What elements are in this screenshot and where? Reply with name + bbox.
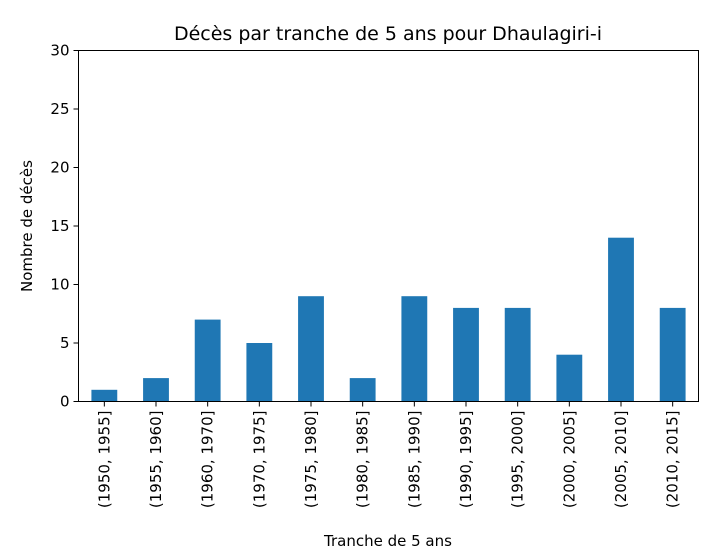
bar — [659, 307, 686, 402]
bars-group — [91, 237, 686, 402]
x-tick-label: (2010, 2015] — [664, 411, 682, 509]
bar — [298, 296, 324, 402]
y-tick-label: 30 — [50, 42, 69, 60]
x-ticks-group: (1950, 1955] (1955, 1960] (1960, 1970] (197… — [95, 401, 682, 509]
y-tick-label: 0 — [60, 393, 70, 411]
x-tick-label: (1985, 1990] — [405, 411, 423, 509]
y-tick-label: 25 — [50, 100, 69, 118]
x-tick-label: (1980, 1985] — [354, 411, 372, 509]
bar — [91, 389, 118, 402]
plot-frame — [78, 50, 699, 402]
bar — [349, 378, 376, 402]
x-axis-label: Tranche de 5 ans — [323, 532, 452, 550]
bar — [143, 378, 169, 402]
x-tick-label: (1955, 1960] — [147, 411, 165, 509]
x-tick-label: (1970, 1975] — [250, 411, 268, 509]
x-tick-label: (1975, 1980] — [302, 411, 320, 509]
x-tick-label: (1960, 1970] — [199, 411, 217, 509]
bar — [556, 354, 583, 402]
y-axis-label: Nombre de décès — [18, 160, 36, 292]
bar — [608, 237, 634, 402]
y-tick-label: 20 — [50, 159, 69, 177]
x-tick-label: (2005, 2010] — [612, 411, 630, 509]
bar — [194, 319, 221, 402]
y-tick-label: 10 — [50, 276, 69, 294]
y-tick-label: 15 — [50, 217, 69, 235]
bar — [504, 307, 531, 402]
y-ticks-group: 0 5 10 15 20 25 30 — [50, 42, 79, 411]
bar — [246, 343, 273, 402]
y-tick-label: 5 — [60, 334, 70, 352]
bar — [453, 307, 479, 402]
x-tick-label: (1990, 1995] — [457, 411, 475, 509]
bar — [401, 296, 428, 402]
x-tick-label: (1950, 1955] — [95, 411, 113, 509]
x-tick-label: (2000, 2005] — [560, 411, 578, 509]
x-tick-label: (1995, 2000] — [509, 411, 527, 509]
chart-title: Décès par tranche de 5 ans pour Dhaulagi… — [174, 23, 602, 45]
